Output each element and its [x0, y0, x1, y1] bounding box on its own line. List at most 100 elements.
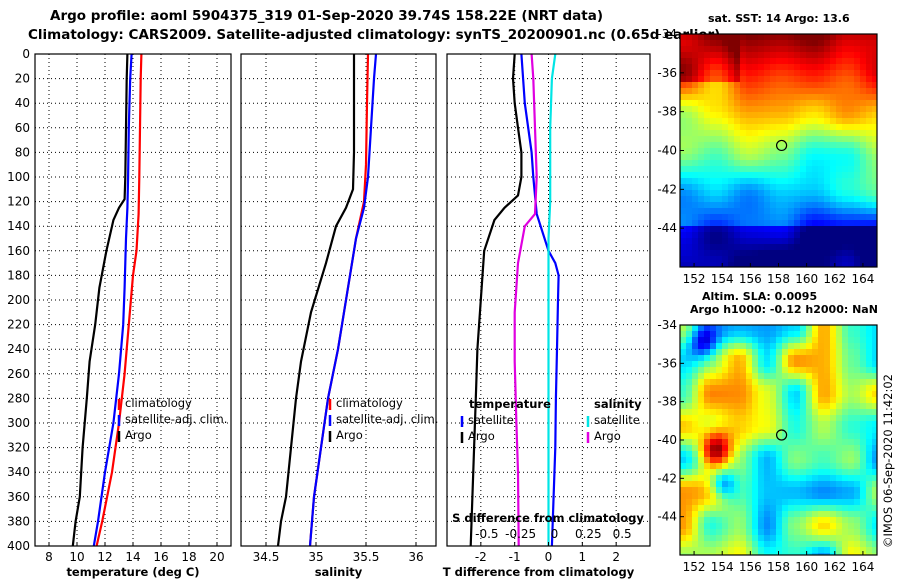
map-cell: [758, 70, 765, 77]
map-cell: [860, 190, 867, 197]
map-cell: [686, 523, 693, 530]
map-cell: [746, 331, 753, 338]
map-cell: [722, 535, 729, 542]
map-cell: [692, 262, 699, 268]
map-cell: [860, 250, 867, 257]
map-cell: [680, 106, 687, 113]
map-cell: [812, 457, 819, 464]
map-cell: [782, 232, 789, 239]
map-cell: [698, 100, 705, 107]
y-tick-label: 240: [7, 342, 30, 356]
map-cell: [866, 160, 873, 167]
map-cell: [710, 403, 717, 410]
map-cell: [824, 142, 831, 149]
map-cell: [680, 184, 687, 191]
map-cell: [704, 433, 711, 440]
map-cell: [686, 142, 693, 149]
map-cell: [764, 355, 771, 362]
map-cell: [872, 547, 878, 554]
map-cell: [686, 94, 693, 101]
map-cell: [866, 511, 873, 518]
map-cell: [770, 58, 777, 65]
legend-t-satellite-label: satellite: [468, 413, 514, 427]
map-cell: [728, 106, 735, 113]
map-cell: [860, 523, 867, 530]
map-cell: [698, 457, 705, 464]
map-cell: [854, 148, 861, 155]
map-cell: [776, 463, 783, 470]
map-cell: [734, 52, 741, 59]
map-cell: [752, 136, 759, 143]
map-cell: [836, 517, 843, 524]
map-cell: [872, 106, 878, 113]
map-cell: [704, 166, 711, 173]
map-cell: [830, 172, 837, 179]
map-cell: [818, 493, 825, 500]
map-cell: [800, 52, 807, 59]
map-cell: [794, 214, 801, 221]
map-cell: [848, 82, 855, 89]
map-cell: [698, 343, 705, 350]
map-cell: [710, 172, 717, 179]
map-cell: [782, 517, 789, 524]
map-cell: [794, 34, 801, 41]
map-cell: [872, 94, 878, 101]
map-y-tick-label: -34: [657, 27, 677, 41]
map-cell: [824, 541, 831, 548]
map-cell: [746, 34, 753, 41]
map-cell: [872, 391, 878, 398]
map-cell: [794, 529, 801, 536]
map-cell: [782, 244, 789, 251]
map-cell: [836, 379, 843, 386]
map-cell: [710, 88, 717, 95]
map-cell: [728, 178, 735, 185]
map-cell: [854, 355, 861, 362]
map-cell: [740, 367, 747, 374]
map-cell: [758, 178, 765, 185]
map-cell: [842, 487, 849, 494]
map-cell: [746, 397, 753, 404]
map-cell: [794, 409, 801, 416]
map-cell: [818, 511, 825, 518]
map-cell: [710, 196, 717, 203]
map-cell: [770, 451, 777, 458]
map-cell: [698, 493, 705, 500]
map-cell: [794, 331, 801, 338]
map-cell: [794, 94, 801, 101]
map-cell: [842, 226, 849, 233]
map-cell: [860, 403, 867, 410]
map-cell: [794, 136, 801, 143]
map-cell: [836, 523, 843, 530]
map-cell: [830, 529, 837, 536]
map-cell: [680, 463, 687, 470]
map-cell: [854, 367, 861, 374]
map-cell: [812, 40, 819, 47]
map-cell: [758, 463, 765, 470]
map-cell: [812, 76, 819, 83]
map-cell: [704, 64, 711, 71]
map-cell: [872, 196, 878, 203]
map-cell: [680, 40, 687, 47]
map-cell: [740, 58, 747, 65]
map-cell: [812, 535, 819, 542]
map-cell: [698, 40, 705, 47]
map-cell: [842, 403, 849, 410]
map-cell: [848, 511, 855, 518]
map-cell: [872, 40, 878, 47]
map-cell: [794, 178, 801, 185]
map-cell: [686, 64, 693, 71]
map-cell: [830, 88, 837, 95]
map-cell: [728, 250, 735, 257]
map-cell: [716, 88, 723, 95]
map-cell: [800, 106, 807, 113]
map-cell: [692, 238, 699, 245]
map-cell: [692, 130, 699, 137]
map-y-tick-label: -42: [657, 182, 677, 196]
map-cell: [848, 337, 855, 344]
map-cell: [788, 457, 795, 464]
map-cell: [680, 148, 687, 155]
map-cell: [686, 463, 693, 470]
map-cell: [782, 505, 789, 512]
map-cell: [734, 511, 741, 518]
map-cell: [782, 142, 789, 149]
